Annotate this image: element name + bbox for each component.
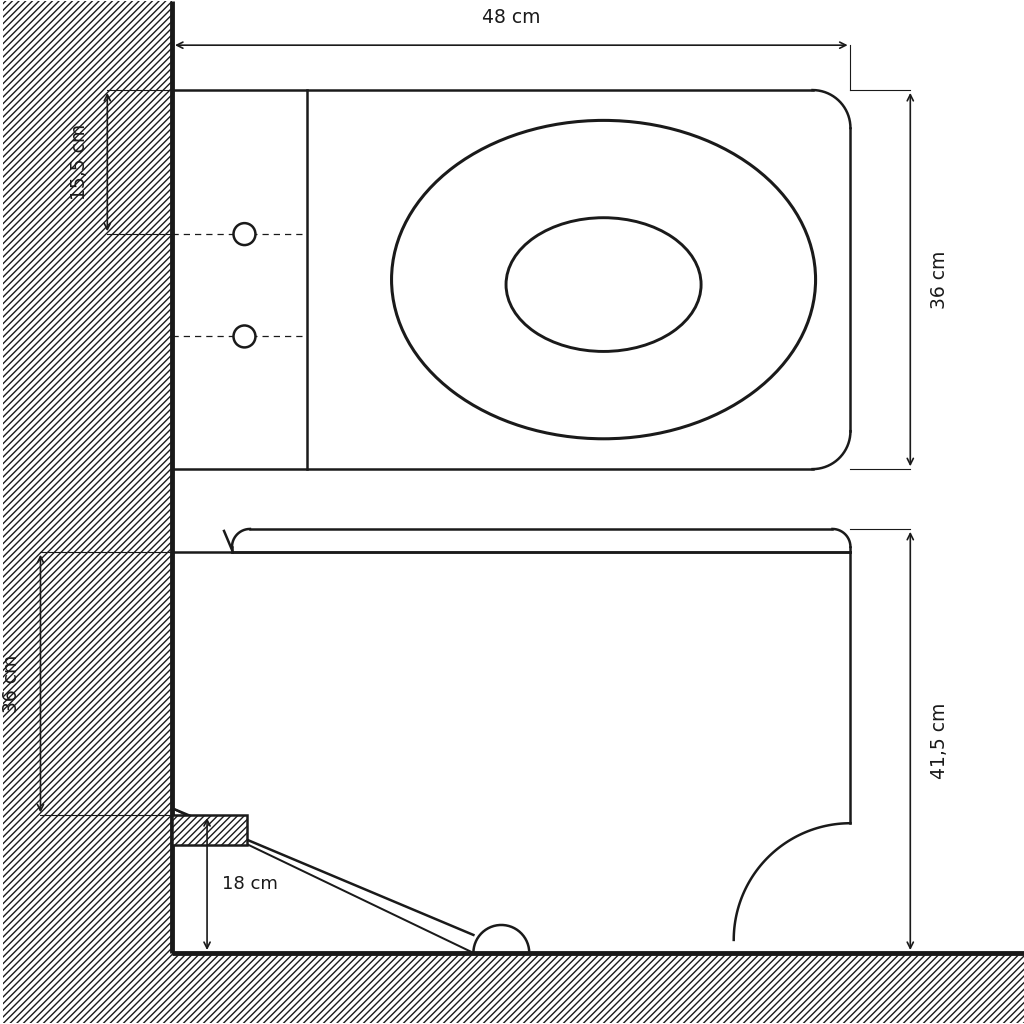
Bar [3, 1, 172, 953]
Text: 41,5 cm: 41,5 cm [930, 702, 949, 779]
Circle shape [233, 326, 255, 347]
Bar [172, 815, 247, 845]
Text: 15,5 cm: 15,5 cm [71, 124, 89, 201]
Text: 18 cm: 18 cm [222, 876, 278, 893]
Circle shape [233, 223, 255, 245]
Text: 48 cm: 48 cm [482, 8, 541, 28]
Bar [3, 953, 1024, 1023]
Text: 36 cm: 36 cm [930, 251, 949, 309]
Ellipse shape [391, 121, 815, 439]
Ellipse shape [506, 218, 701, 351]
Text: 36 cm: 36 cm [1, 654, 20, 713]
